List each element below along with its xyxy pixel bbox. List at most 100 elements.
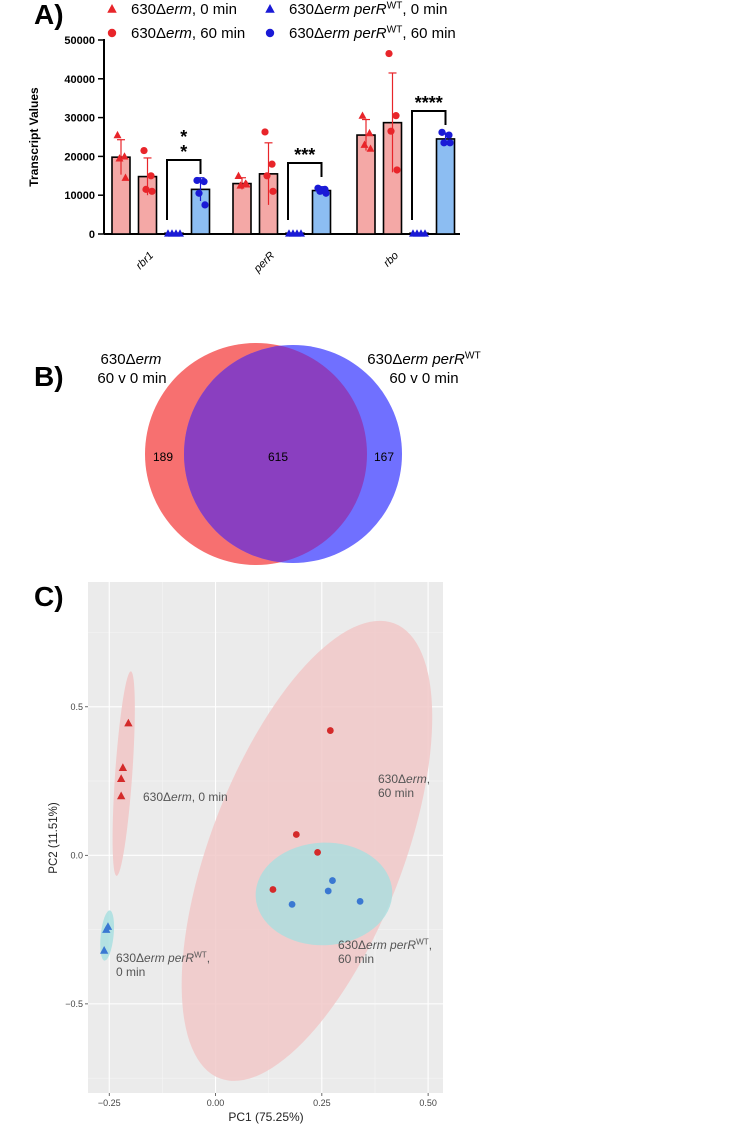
venn-overlap [184, 345, 367, 563]
group-label: 630Δerm perRWT, [338, 937, 432, 952]
data-point [387, 127, 395, 135]
legend-circle-marker [107, 28, 117, 38]
data-point [446, 139, 454, 147]
x-tick-label: perR [251, 250, 277, 276]
bar [232, 182, 252, 235]
legend-circle-marker [265, 28, 275, 38]
y-tick-label: 10000 [64, 190, 95, 202]
venn-left-count: 189 [153, 450, 173, 464]
data-point [234, 171, 243, 179]
data-point [201, 201, 209, 209]
significance-label: **** [415, 93, 443, 113]
venn-right-label-line2: 60 v 0 min [389, 370, 458, 387]
pca-point [116, 791, 126, 800]
significance-label: * [180, 127, 187, 147]
bar-chart: Transcript Values 0 10000 20000 30000 40000 5… [27, 35, 460, 276]
x-tick-label: 0.50 [419, 1098, 437, 1108]
y-tick-label: 20000 [64, 151, 95, 163]
pca-point [102, 925, 111, 933]
y-tick-label: 0.5 [70, 702, 83, 712]
venn-left-label-line2: 60 v 0 min [97, 370, 166, 387]
legend-entry: 630Δerm, 0 min [131, 1, 237, 18]
data-point [142, 185, 150, 193]
data-point [242, 180, 251, 188]
x-tick-label: 0.25 [313, 1098, 331, 1108]
confidence-ellipse [255, 842, 393, 946]
data-point [322, 189, 330, 197]
significance-bracket [166, 159, 202, 220]
pca-point [118, 763, 128, 771]
pca-point [356, 897, 364, 905]
venn-right-count: 167 [374, 450, 394, 464]
pca-point [292, 831, 300, 838]
pca-point [269, 886, 277, 893]
data-point [393, 166, 401, 174]
y-tick-label: 40000 [64, 74, 95, 86]
data-point [358, 111, 367, 119]
significance-bracket [411, 110, 447, 220]
pca-point [124, 718, 133, 727]
data-point [392, 112, 400, 120]
panel-label-b: B) [34, 361, 64, 392]
pca-plot: PC1 (75.25%) PC2 (11.51%) −0.25 0.00 0.25 0… [48, 582, 443, 1124]
data-point [140, 146, 148, 155]
significance-label: * [180, 142, 187, 162]
data-point [195, 189, 203, 197]
group-label-line2: 60 min [338, 952, 374, 966]
group-label: 630Δerm, 0 min [143, 790, 228, 804]
y-tick-label: 30000 [64, 113, 95, 125]
data-point [268, 160, 276, 168]
data-point [385, 49, 393, 58]
data-point [297, 229, 305, 237]
group-label: 630Δerm perRWT, [116, 950, 210, 965]
data-point [438, 128, 446, 136]
y-tick-label: −0.5 [65, 999, 83, 1009]
data-point [261, 128, 269, 136]
group-label-line2: 0 min [116, 965, 145, 979]
significance-bracket [287, 162, 323, 220]
pca-y-axis-label: PC2 (11.51%) [48, 802, 60, 874]
data-point [269, 187, 277, 195]
data-point [440, 139, 448, 147]
pca-point [326, 727, 334, 734]
data-point [147, 172, 155, 180]
y-tick-label: 50000 [64, 35, 95, 47]
venn-diagram: 189 615 167 630Δerm 60 v 0 min 630Δerm perRWT… [97, 343, 481, 565]
data-point [421, 229, 429, 237]
panel-label-a: A) [34, 0, 64, 30]
data-point [445, 131, 453, 139]
panel-label-c: C) [34, 581, 64, 612]
legend: 630Δerm, 0 min 630Δerm, 60 min 630Δerm per… [107, 0, 456, 42]
data-point [366, 144, 375, 152]
legend-entry: 630Δerm, 60 min [131, 25, 245, 42]
pca-x-axis-label: PC1 (75.25%) [228, 1110, 303, 1124]
bar [311, 189, 332, 235]
pca-point [329, 877, 336, 884]
data-point [176, 229, 184, 237]
pca-point [99, 945, 109, 954]
data-point [263, 172, 271, 180]
x-tick-label: 0.00 [207, 1098, 225, 1108]
pca-point [116, 774, 126, 782]
y-tick-label: 0 [89, 229, 95, 241]
data-point [113, 130, 122, 139]
significance-label: *** [294, 145, 315, 165]
x-tick-label: rbo [381, 250, 401, 270]
data-point [193, 176, 201, 185]
data-point [360, 140, 369, 148]
x-tick-label: rbr1 [134, 250, 156, 272]
data-point [121, 173, 130, 181]
data-point [120, 152, 129, 160]
group-label: 630Δerm, [378, 772, 430, 786]
data-point [148, 187, 156, 195]
y-axis-label: Transcript Values [27, 87, 41, 187]
legend-entry: 630Δerm perRWT, 60 min [289, 24, 456, 42]
pca-point [314, 848, 321, 856]
legend-entry: 630Δerm perRWT, 0 min [289, 0, 447, 18]
x-tick-label: −0.25 [98, 1098, 121, 1108]
venn-overlap-count: 615 [268, 450, 288, 464]
venn-left-label: 630Δerm [101, 351, 162, 368]
data-point [365, 128, 374, 137]
legend-triangle-marker [107, 4, 117, 13]
pca-point [324, 887, 332, 895]
